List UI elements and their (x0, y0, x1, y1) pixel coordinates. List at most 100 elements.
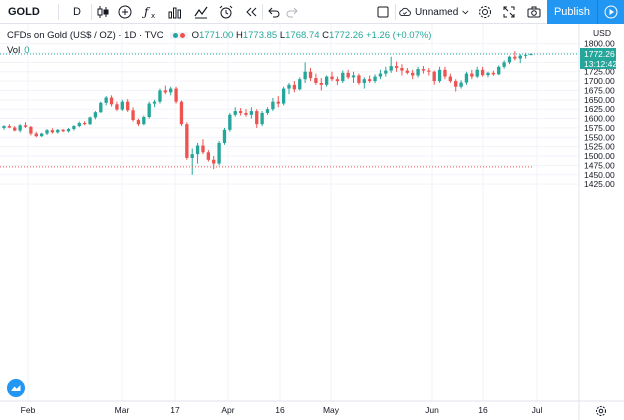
alarm-clock-icon (219, 5, 233, 19)
candle-body (464, 73, 469, 83)
candle (470, 69, 474, 80)
candle (384, 66, 388, 77)
candle-body (335, 79, 340, 82)
templates-button[interactable] (192, 2, 210, 22)
axis-settings-button[interactable] (596, 406, 606, 416)
play-icon (604, 5, 618, 19)
data-status-icon (179, 33, 185, 38)
compare-button[interactable] (116, 2, 134, 22)
redo-button[interactable] (283, 2, 301, 22)
candle-body (29, 126, 33, 134)
candle (432, 70, 436, 85)
candle (314, 73, 318, 85)
candle-body (93, 112, 98, 118)
candle (400, 64, 404, 76)
candle (324, 75, 329, 87)
interval-button[interactable]: D (66, 2, 88, 22)
candle-body (104, 97, 108, 103)
price-tick-label: 1600.00 (584, 114, 615, 124)
candle (480, 66, 485, 77)
candle (357, 73, 361, 85)
fullscreen-toggle[interactable] (374, 2, 392, 22)
undo-button[interactable] (265, 2, 283, 22)
candle-body (276, 101, 280, 104)
price-tick-label: 1425.00 (584, 179, 615, 189)
candle-body (13, 127, 17, 131)
candle (319, 78, 323, 91)
last-price-value: 1772.26 (584, 49, 615, 59)
candle (287, 82, 291, 95)
candle (497, 65, 501, 76)
legend-ohlc: O1771.00 H1773.85 L1768.74 C1772.26 +1.2… (192, 30, 432, 41)
toolbar-divider (262, 4, 263, 20)
candle-body (486, 72, 490, 76)
chart-legend: CFDs on Gold (US$ / OZ) · 1D · TVC O1771… (7, 30, 431, 41)
gear-icon (596, 406, 606, 416)
candle-body (518, 55, 522, 59)
tradingview-logo[interactable] (7, 379, 25, 397)
candle-body (244, 112, 248, 115)
volume-legend: Vol 0 (7, 45, 30, 56)
candle-body (169, 88, 173, 93)
square-icon (377, 6, 389, 18)
symbol-search-button[interactable]: GOLD (3, 2, 55, 22)
legend-status-pill[interactable] (169, 32, 188, 39)
stream-button[interactable] (597, 0, 624, 24)
candle (513, 51, 517, 61)
candle-body (265, 109, 270, 113)
publish-button[interactable]: Publish (547, 0, 597, 24)
high-value: 1773.85 (242, 30, 278, 41)
candle-body (147, 103, 151, 118)
candle (351, 71, 356, 83)
candle (201, 139, 205, 155)
candle-body (115, 104, 119, 110)
replay-button[interactable] (242, 2, 260, 22)
candle-body (308, 71, 313, 79)
alert-button[interactable] (217, 2, 235, 22)
open-key: O (191, 30, 199, 41)
financials-button[interactable] (166, 2, 184, 22)
candle (190, 148, 194, 175)
candle-body (384, 70, 388, 74)
svg-text:x: x (151, 12, 155, 20)
candle-body (421, 69, 426, 71)
candle (502, 60, 506, 69)
candle-body (324, 76, 329, 85)
layout-menu-button[interactable]: Unnamed (398, 2, 470, 22)
price-tick-label: 1625.00 (584, 104, 615, 114)
candle-body (432, 71, 436, 82)
price-chart[interactable]: USD1800.001775.001750.001725.001700.0016… (0, 24, 624, 420)
expand-button[interactable] (500, 2, 518, 22)
candle-body (443, 69, 447, 77)
candle-body (99, 102, 103, 113)
candle-body (314, 78, 318, 83)
candle (437, 66, 442, 83)
candle (416, 66, 420, 78)
candle-body (346, 72, 350, 78)
candle (152, 99, 157, 108)
candle-body (448, 76, 453, 82)
candle-body (497, 66, 501, 75)
candle-body (427, 70, 431, 72)
settings-button[interactable] (476, 2, 494, 22)
candle (518, 54, 522, 64)
snapshot-button[interactable] (525, 2, 543, 22)
chevron-down-icon (462, 10, 469, 15)
candle-body (39, 133, 44, 137)
candle (217, 141, 221, 166)
candle (7, 124, 12, 129)
chart-style-button[interactable] (94, 2, 112, 22)
candle-body (470, 73, 474, 77)
price-tick-label: 1650.00 (584, 95, 615, 105)
candle (136, 118, 141, 127)
candle (378, 69, 383, 80)
candle (486, 71, 490, 78)
candle-body (66, 129, 71, 132)
price-tick-label: 1725.00 (584, 67, 615, 77)
candle (88, 116, 92, 125)
candle (45, 129, 49, 136)
candle (93, 111, 98, 120)
low-value: 1768.74 (285, 30, 320, 41)
candle (260, 111, 264, 127)
